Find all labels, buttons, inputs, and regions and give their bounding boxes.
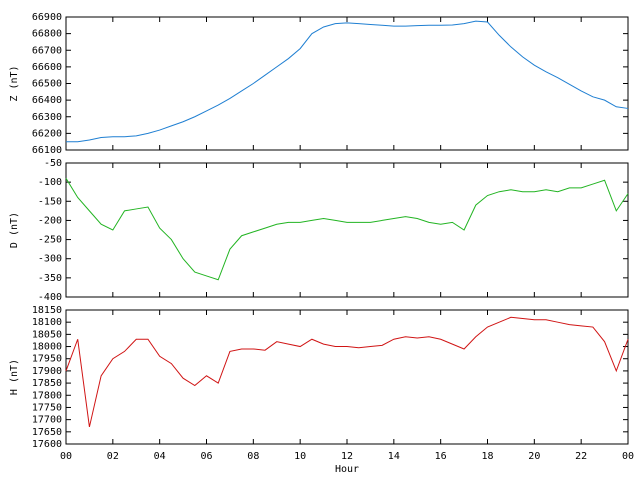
y-tick-label: 66900 xyxy=(32,12,62,23)
y-tick-label: 17600 xyxy=(32,439,62,450)
x-tick-label: 12 xyxy=(341,451,353,462)
x-tick-label: 02 xyxy=(107,451,119,462)
y-tick-label: 17800 xyxy=(32,390,62,401)
y-tick-label: 66200 xyxy=(32,128,62,139)
y-tick-label: -350 xyxy=(38,273,62,284)
y-tick-label: 66300 xyxy=(32,112,62,123)
y-tick-label: 17750 xyxy=(32,402,62,413)
y-tick-label: -200 xyxy=(38,215,62,226)
y-tick-label: 18000 xyxy=(32,342,62,353)
y-tick-label: -150 xyxy=(38,196,62,207)
data-line xyxy=(65,178,629,281)
panel-frame xyxy=(65,162,629,298)
x-tick-label: 18 xyxy=(481,451,493,462)
x-tick-label: 16 xyxy=(435,451,447,462)
y-axis-label: H (nT) xyxy=(9,359,20,395)
x-tick-label: 22 xyxy=(575,451,587,462)
x-tick-label: 00 xyxy=(622,451,634,462)
y-axis-label: D (nT) xyxy=(9,212,20,248)
x-tick-label: 06 xyxy=(200,451,212,462)
y-tick-label: 17950 xyxy=(32,354,62,365)
data-line xyxy=(65,316,629,428)
y-tick-label: 66100 xyxy=(32,145,62,156)
y-tick-label: 18100 xyxy=(32,317,62,328)
y-tick-label: 17700 xyxy=(32,415,62,426)
x-tick-label: 04 xyxy=(154,451,166,462)
data-line xyxy=(66,20,629,143)
y-tick-label: 17850 xyxy=(32,378,62,389)
x-tick-label: 10 xyxy=(294,451,306,462)
x-tick-label: 08 xyxy=(247,451,259,462)
x-tick-label: 00 xyxy=(60,451,72,462)
y-tick-label: 17650 xyxy=(32,427,62,438)
y-tick-label: -300 xyxy=(38,254,62,265)
y-tick-label: 66700 xyxy=(32,45,62,56)
y-tick-label: 18150 xyxy=(32,305,62,316)
y-axis-label: Z (nT) xyxy=(9,65,20,101)
y-tick-label: 66800 xyxy=(32,29,62,40)
y-tick-label: 66600 xyxy=(32,62,62,73)
y-tick-label: 17900 xyxy=(32,366,62,377)
panel-frame xyxy=(65,16,629,151)
y-tick-label: -50 xyxy=(44,158,62,169)
y-tick-label: 18050 xyxy=(32,329,62,340)
y-tick-label: -250 xyxy=(38,235,62,246)
x-tick-label: 14 xyxy=(388,451,400,462)
y-tick-label: -100 xyxy=(38,177,62,188)
x-axis-label: Hour xyxy=(335,464,359,475)
y-tick-label: 66400 xyxy=(32,95,62,106)
y-tick-label: 66500 xyxy=(32,79,62,90)
panel-frame xyxy=(65,309,629,445)
y-tick-label: -400 xyxy=(38,292,62,303)
x-tick-label: 20 xyxy=(528,451,540,462)
